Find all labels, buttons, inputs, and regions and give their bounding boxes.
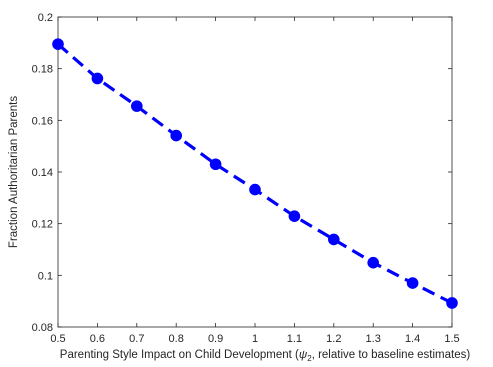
x-tick-label: 1.2: [326, 333, 341, 345]
x-axis-label: Parenting Style Impact on Child Developm…: [60, 349, 471, 363]
x-tick-label: 0.5: [50, 333, 65, 345]
x-tick-label: 1: [252, 333, 258, 345]
data-point: [170, 129, 182, 142]
y-tick-label: 0.2: [38, 12, 53, 24]
x-axis-label-subscript: 2: [307, 354, 312, 363]
y-tick-label: 0.16: [32, 115, 53, 127]
x-axis-ticks: 0.5 0.6 0.7 0.8 0.9 1 1.1 1.2 1.3 1.4 1.5: [50, 17, 460, 345]
x-axis-label-symbol: ψ: [299, 349, 308, 361]
plot-area: [57, 16, 453, 328]
data-point: [446, 297, 458, 309]
x-tick-label: 0.6: [90, 333, 105, 345]
x-tick-label: 1.4: [405, 333, 420, 345]
y-axis-ticks: 0.08 0.1 0.12 0.14 0.16 0.18 0.2: [32, 12, 452, 334]
x-tick-label: 1.1: [287, 333, 302, 345]
x-axis-label-suffix: , relative to baseline estimates): [312, 349, 471, 361]
data-point: [249, 183, 261, 196]
plot-frame: [57, 16, 453, 328]
data-point: [209, 158, 222, 171]
data-point: [288, 210, 301, 222]
series-layer: [52, 38, 458, 309]
data-point: [367, 256, 380, 269]
x-tick-label: 0.7: [129, 333, 144, 345]
y-tick-label: 0.14: [32, 167, 53, 179]
y-tick-label: 0.08: [32, 322, 53, 334]
data-point: [328, 233, 340, 246]
y-axis-label: Fraction Authoritarian Parents: [8, 96, 20, 248]
y-tick-label: 0.1: [38, 270, 53, 282]
y-tick-label: 0.18: [32, 64, 53, 76]
y-tick-label: 0.12: [32, 219, 53, 231]
x-axis-label-prefix: Parenting Style Impact on Child Developm…: [60, 349, 299, 361]
x-tick-label: 0.9: [208, 333, 223, 345]
x-tick-label: 1.3: [366, 333, 381, 345]
data-point: [52, 38, 64, 50]
data-point: [131, 100, 143, 112]
x-tick-label: 0.8: [169, 333, 184, 345]
data-point: [406, 277, 419, 289]
x-tick-label: 1.5: [444, 333, 459, 345]
data-point: [91, 72, 104, 85]
